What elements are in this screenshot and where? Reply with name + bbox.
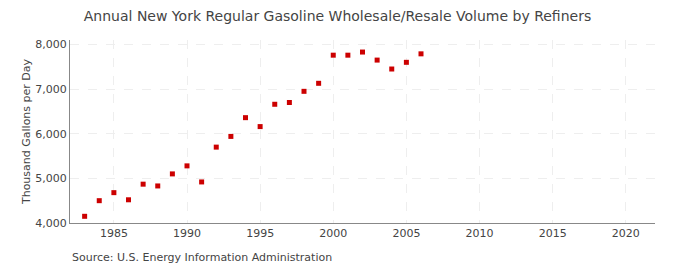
svg-text:1985: 1985	[100, 227, 128, 240]
svg-text:8,000: 8,000	[35, 38, 67, 51]
svg-text:2010: 2010	[466, 227, 494, 240]
svg-text:7,000: 7,000	[35, 83, 67, 96]
svg-text:Source: U.S. Energy Informatio: Source: U.S. Energy Information Administ…	[72, 251, 332, 264]
svg-text:2020: 2020	[612, 227, 640, 240]
svg-text:2005: 2005	[392, 227, 420, 240]
svg-text:5,000: 5,000	[35, 172, 67, 185]
svg-text:Annual New York Regular Gasoli: Annual New York Regular Gasoline Wholesa…	[84, 8, 591, 24]
svg-text:2015: 2015	[539, 227, 567, 240]
svg-text:1990: 1990	[173, 227, 201, 240]
svg-text:4,000: 4,000	[35, 217, 67, 230]
svg-text:Thousand Gallons per Day: Thousand Gallons per Day	[20, 58, 33, 205]
svg-text:6,000: 6,000	[35, 128, 67, 141]
svg-text:1995: 1995	[246, 227, 274, 240]
svg-text:2000: 2000	[319, 227, 347, 240]
